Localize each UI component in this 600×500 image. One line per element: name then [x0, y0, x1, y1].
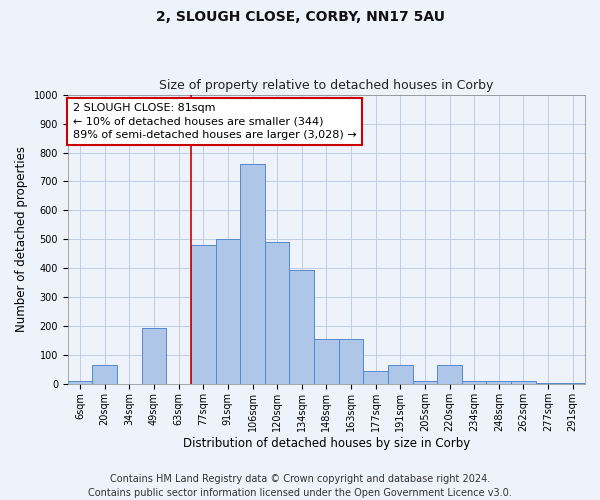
Bar — [240, 164, 265, 384]
Text: Contains HM Land Registry data © Crown copyright and database right 2024.
Contai: Contains HM Land Registry data © Crown c… — [88, 474, 512, 498]
Bar — [364, 372, 388, 384]
Bar — [68, 382, 92, 384]
Bar — [511, 382, 536, 384]
Bar — [265, 242, 289, 384]
Bar — [462, 382, 487, 384]
Bar — [191, 245, 215, 384]
Bar — [289, 270, 314, 384]
Bar — [215, 240, 240, 384]
Bar — [142, 328, 166, 384]
Bar — [413, 382, 437, 384]
Title: Size of property relative to detached houses in Corby: Size of property relative to detached ho… — [159, 79, 494, 92]
X-axis label: Distribution of detached houses by size in Corby: Distribution of detached houses by size … — [183, 437, 470, 450]
Bar — [487, 382, 511, 384]
Text: 2, SLOUGH CLOSE, CORBY, NN17 5AU: 2, SLOUGH CLOSE, CORBY, NN17 5AU — [155, 10, 445, 24]
Bar — [437, 366, 462, 384]
Text: 2 SLOUGH CLOSE: 81sqm
← 10% of detached houses are smaller (344)
89% of semi-det: 2 SLOUGH CLOSE: 81sqm ← 10% of detached … — [73, 103, 356, 140]
Bar — [536, 383, 560, 384]
Bar — [560, 383, 585, 384]
Bar — [388, 366, 413, 384]
Bar — [92, 366, 117, 384]
Bar — [339, 340, 364, 384]
Y-axis label: Number of detached properties: Number of detached properties — [15, 146, 28, 332]
Bar — [314, 340, 339, 384]
